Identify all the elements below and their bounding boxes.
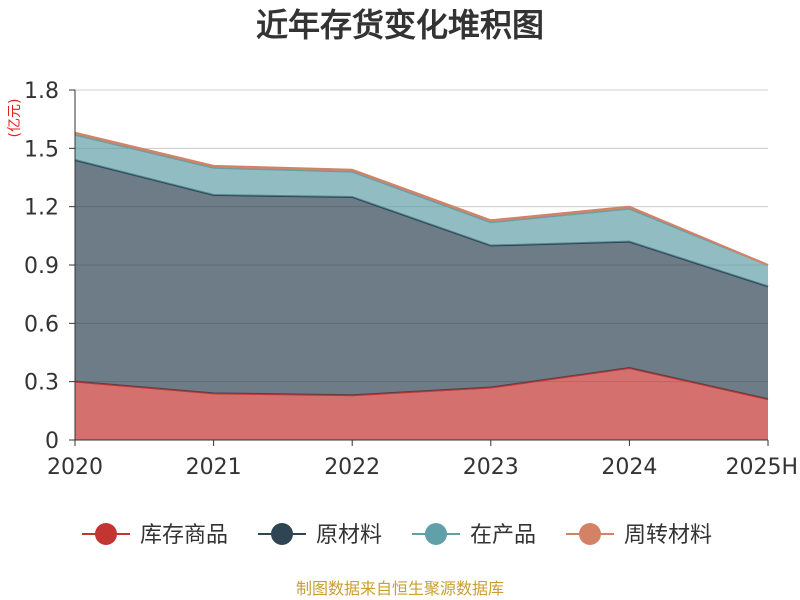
legend-item-2[interactable]: 原材料 bbox=[258, 523, 382, 548]
legend-marker bbox=[95, 523, 117, 545]
legend-item-1[interactable]: 库存商品 bbox=[82, 523, 228, 548]
x-tick-label: 2023 bbox=[463, 455, 519, 480]
chart-title: 近年存货变化堆积图 bbox=[256, 6, 544, 44]
legend-label: 库存商品 bbox=[140, 523, 228, 548]
legend-label: 周转材料 bbox=[624, 523, 712, 548]
area-series-2 bbox=[75, 160, 768, 400]
x-tick-label: 2021 bbox=[186, 455, 242, 480]
x-tick-label: 2024 bbox=[601, 455, 657, 480]
legend-item-3[interactable]: 在产品 bbox=[412, 523, 536, 548]
area-series-3 bbox=[75, 134, 768, 287]
stacked-areas bbox=[74, 131, 769, 440]
legend-marker bbox=[425, 523, 447, 545]
legend-label: 原材料 bbox=[316, 523, 382, 548]
x-tick-label: 2022 bbox=[324, 455, 380, 480]
y-tick-label: 1.5 bbox=[24, 137, 59, 162]
legend-item-4[interactable]: 周转材料 bbox=[566, 523, 712, 548]
x-tick-label: 2020 bbox=[47, 455, 103, 480]
y-tick-label: 0.6 bbox=[24, 312, 59, 337]
y-axis-unit: (亿元) bbox=[7, 99, 23, 138]
source-note: 制图数据来自恒生聚源数据库 bbox=[296, 579, 504, 598]
y-tick-label: 0.3 bbox=[24, 371, 59, 396]
axes: 0 0.3 0.6 0.9 1.2 1.5 1.8 2020 2021 2022 2023 2024 2… bbox=[24, 79, 798, 480]
y-tick-label: 0 bbox=[45, 429, 59, 454]
series-line-4 bbox=[74, 131, 769, 266]
x-tick-label: 2025H bbox=[725, 455, 798, 480]
legend: 库存商品 原材料 在产品 周转材料 bbox=[82, 523, 712, 548]
y-tick-label: 1.8 bbox=[24, 79, 59, 104]
y-tick-label: 1.2 bbox=[24, 196, 59, 221]
legend-marker bbox=[579, 523, 601, 545]
y-tick-label: 0.9 bbox=[24, 254, 59, 279]
area-series-1 bbox=[75, 368, 768, 440]
legend-label: 在产品 bbox=[470, 523, 536, 548]
legend-marker bbox=[271, 523, 293, 545]
